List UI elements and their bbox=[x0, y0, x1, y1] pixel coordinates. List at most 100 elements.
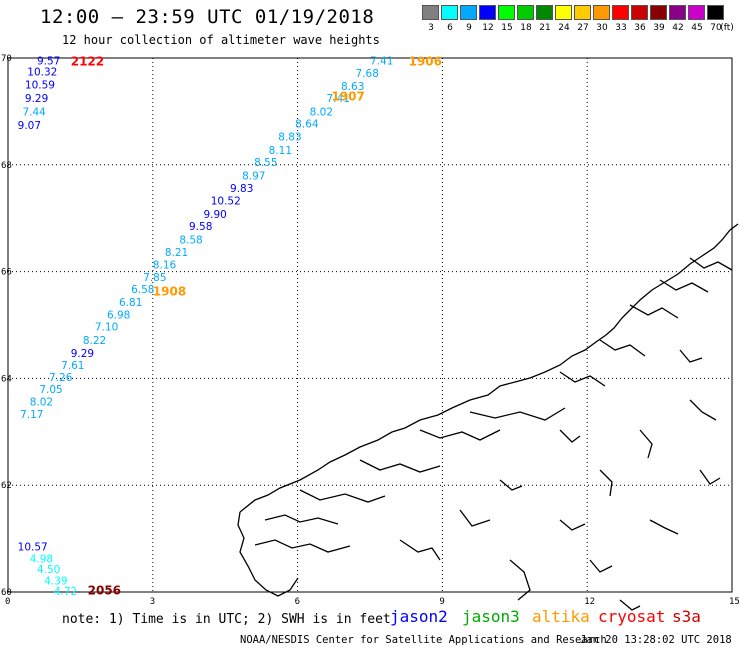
wave-height-value: 9.57 bbox=[37, 56, 60, 68]
wave-height-value: 9.07 bbox=[18, 120, 41, 132]
legend-swatch bbox=[460, 5, 477, 20]
wave-height-value: 7.61 bbox=[61, 360, 84, 372]
longitude-label: 0 bbox=[5, 597, 10, 607]
fjord-2 bbox=[254, 539, 351, 553]
satellite-name: jason3 bbox=[462, 607, 520, 626]
wave-height-value: 10.32 bbox=[27, 66, 57, 78]
latitude-label: 64 bbox=[1, 374, 12, 384]
satellite-name: s3a bbox=[672, 607, 701, 626]
wave-height-value: 6.58 bbox=[131, 284, 154, 296]
wave-height-value: 7.17 bbox=[20, 409, 43, 421]
wave-height-value: 7.68 bbox=[356, 68, 379, 80]
pass-time-label: 2056 bbox=[88, 583, 121, 597]
wave-height-value: 8.11 bbox=[269, 145, 292, 157]
longitude-labels: 0 3 6 9 12 15 bbox=[5, 597, 740, 607]
inland-lake-12 bbox=[679, 349, 703, 363]
wave-height-value: 7.85 bbox=[143, 272, 166, 284]
legend-bin-label: 18 bbox=[520, 23, 532, 33]
norway-coastline bbox=[239, 223, 739, 513]
legend-bin-label: 12 bbox=[482, 23, 494, 33]
inland-lake-1 bbox=[399, 539, 441, 561]
latitude-label: 60 bbox=[1, 588, 12, 598]
legend-swatch bbox=[441, 5, 458, 20]
longitude-label: 12 bbox=[584, 597, 595, 607]
fjord-5 bbox=[419, 429, 501, 441]
timestamp-text: Jan 20 13:28:02 UTC 2018 bbox=[580, 634, 732, 646]
inland-lake-7 bbox=[649, 519, 679, 535]
legend-bin-label: 24 bbox=[558, 23, 570, 33]
legend-bin-label: 45 bbox=[691, 23, 703, 33]
pass-time-label: 1907 bbox=[331, 89, 364, 103]
wave-height-value: 7.41 bbox=[370, 56, 393, 68]
legend-bin-label: 3 bbox=[428, 23, 434, 33]
legend-bin-label: 36 bbox=[634, 23, 646, 33]
legend-bin-label: 15 bbox=[501, 23, 513, 33]
fjord-10 bbox=[659, 279, 709, 293]
legend-bin-label: 33 bbox=[615, 23, 627, 33]
legend-swatch bbox=[574, 5, 591, 20]
wave-height-value: 7.26 bbox=[49, 372, 73, 384]
wave-height-value: 9.29 bbox=[71, 348, 94, 360]
satellite-name: jason2 bbox=[390, 607, 448, 626]
legend-bin-label: 42 bbox=[672, 23, 684, 33]
longitude-label: 15 bbox=[729, 597, 740, 607]
pass-time-label: 1906 bbox=[409, 55, 442, 69]
page-title: 12:00 – 23:59 UTC 01/19/2018 bbox=[40, 6, 375, 28]
inland-lake-4 bbox=[559, 519, 586, 531]
legend-swatch bbox=[631, 5, 648, 20]
legend-swatch bbox=[555, 5, 572, 20]
legend-swatch bbox=[650, 5, 667, 20]
inland-lake-14 bbox=[499, 479, 523, 491]
wave-height-value: 8.21 bbox=[165, 247, 188, 259]
longitude-label: 9 bbox=[439, 597, 444, 607]
map-grid bbox=[7, 57, 733, 593]
latitude-label: 70 bbox=[1, 54, 12, 64]
fjord-8 bbox=[599, 339, 646, 357]
legend-swatch bbox=[536, 5, 553, 20]
inland-lake-8 bbox=[689, 399, 717, 421]
wave-height-value: 8.64 bbox=[295, 119, 319, 131]
wave-height-value: 10.52 bbox=[211, 196, 241, 208]
wave-height-value: 8.83 bbox=[278, 131, 301, 143]
wave-height-value: 7.05 bbox=[39, 384, 62, 396]
map-frame bbox=[7, 57, 733, 593]
legend-swatch bbox=[612, 5, 629, 20]
latitude-labels: 60 62 64 66 68 70 bbox=[1, 54, 12, 598]
inland-lake-13 bbox=[559, 429, 581, 443]
longitude-label: 6 bbox=[295, 597, 300, 607]
satellite-name: cryosat bbox=[598, 607, 666, 626]
wave-height-value: 9.83 bbox=[230, 183, 253, 195]
coast-south-west bbox=[237, 511, 299, 597]
wave-height-value: 9.90 bbox=[203, 209, 226, 221]
legend-swatch bbox=[498, 5, 515, 20]
wave-height-value: 8.16 bbox=[153, 260, 177, 272]
pass-time-label: 1908 bbox=[153, 284, 186, 298]
credit-text: NOAA/NESDIS Center for Satellite Applica… bbox=[240, 634, 607, 646]
fjord-4 bbox=[359, 459, 441, 473]
longitude-label: 3 bbox=[150, 597, 155, 607]
inland-lake-9 bbox=[699, 469, 721, 485]
wave-height-value: 4.72 bbox=[54, 586, 77, 598]
latitude-label: 68 bbox=[1, 161, 12, 171]
legend-bin-label: 6 bbox=[447, 23, 453, 33]
wave-height-value: 7.10 bbox=[95, 322, 118, 334]
wave-height-value: 8.63 bbox=[341, 81, 364, 93]
fjord-11 bbox=[689, 257, 733, 271]
legend-bin-label: 39 bbox=[653, 23, 665, 33]
wave-height-value: 9.29 bbox=[25, 93, 48, 105]
fjord-1 bbox=[264, 514, 339, 525]
inland-lake-2 bbox=[459, 509, 491, 527]
legend-swatch bbox=[517, 5, 534, 20]
wave-height-value: 8.02 bbox=[310, 106, 333, 118]
wave-height-value: 8.55 bbox=[254, 157, 277, 169]
wave-height-value: 4.39 bbox=[44, 575, 67, 587]
fjord-9 bbox=[629, 304, 679, 319]
page-subtitle: 12 hour collection of altimeter wave hei… bbox=[62, 33, 380, 47]
legend-unit-label: (ft) bbox=[720, 23, 734, 33]
wave-height-value: 9.58 bbox=[189, 221, 212, 233]
legend-bin-label: 70 bbox=[710, 23, 722, 33]
latitude-label: 62 bbox=[1, 481, 12, 491]
wave-height-value: 8.58 bbox=[179, 235, 202, 247]
fjord-7 bbox=[559, 371, 606, 387]
legend-swatch bbox=[688, 5, 705, 20]
